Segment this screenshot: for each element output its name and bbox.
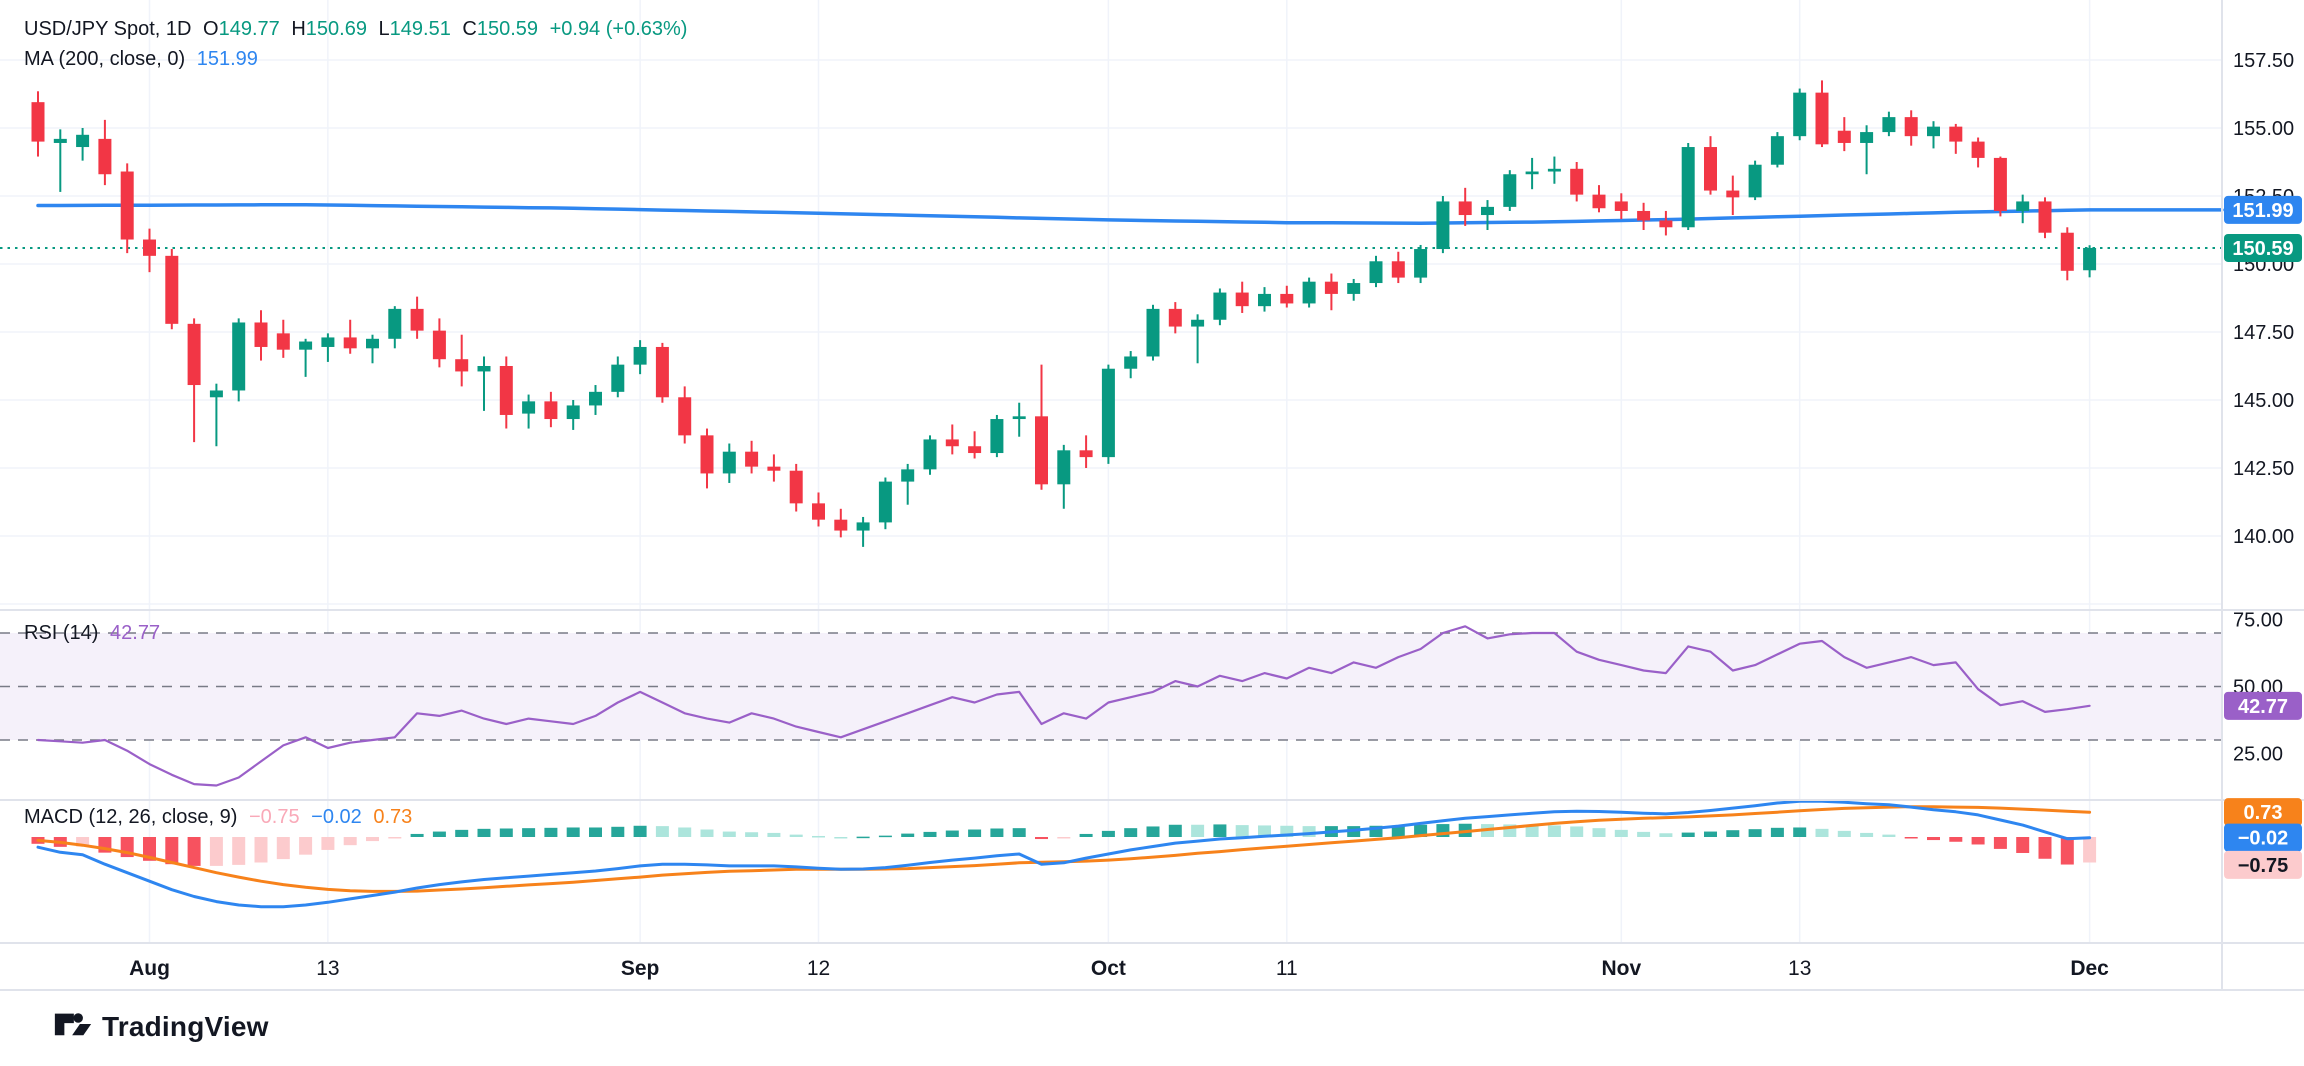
macd-legend-row[interactable]: MACD (12, 26, close, 9) −0.75 −0.02 0.73 (24, 806, 418, 829)
macd-line-value: −0.02 (311, 806, 362, 828)
tradingview-logo[interactable]: TradingView (54, 1006, 269, 1047)
svg-text:147.50: 147.50 (2233, 322, 2294, 344)
svg-text:Dec: Dec (2070, 957, 2109, 980)
svg-text:−0.02: −0.02 (2238, 828, 2289, 850)
price-axis[interactable] (2222, 0, 2304, 943)
tradingview-logo-icon (54, 1006, 92, 1047)
svg-text:25.00: 25.00 (2233, 743, 2283, 765)
symbol-title: USD/JPY Spot, 1D (24, 18, 192, 40)
symbol-legend-row[interactable]: USD/JPY Spot, 1D O149.77 H150.69 L149.51… (24, 18, 693, 41)
svg-text:42.77: 42.77 (2238, 696, 2288, 718)
macd-label: MACD (12, 26, close, 9) (24, 806, 238, 828)
svg-text:142.50: 142.50 (2233, 458, 2294, 480)
svg-text:140.00: 140.00 (2233, 526, 2294, 548)
macd-hist-value: −0.75 (248, 806, 300, 828)
rsi-value: 42.77 (110, 622, 161, 644)
svg-text:13: 13 (316, 957, 339, 980)
svg-text:Aug: Aug (129, 957, 170, 980)
close-label: C (462, 18, 477, 40)
svg-text:Nov: Nov (1601, 957, 1641, 980)
svg-text:12: 12 (807, 957, 830, 980)
svg-text:150.59: 150.59 (2232, 238, 2293, 260)
svg-text:Sep: Sep (621, 957, 660, 980)
time-axis[interactable] (0, 943, 2304, 990)
svg-text:Oct: Oct (1091, 957, 1126, 980)
change-value: +0.94 (+0.63%) (549, 18, 688, 40)
high-label: H (291, 18, 306, 40)
high-value: 150.69 (305, 18, 367, 40)
ma-legend-row[interactable]: MA (200, close, 0) 151.99 (24, 48, 264, 71)
svg-text:−0.75: −0.75 (2238, 855, 2289, 877)
svg-text:0.73: 0.73 (2244, 802, 2283, 824)
svg-text:151.99: 151.99 (2232, 200, 2293, 222)
svg-text:11: 11 (1276, 957, 1298, 980)
svg-text:145.00: 145.00 (2233, 390, 2294, 412)
svg-text:157.50: 157.50 (2233, 50, 2294, 72)
low-value: 149.51 (389, 18, 451, 40)
rsi-legend-row[interactable]: RSI (14) 42.77 (24, 622, 166, 645)
svg-text:13: 13 (1788, 957, 1811, 980)
ma-label: MA (200, close, 0) (24, 48, 186, 70)
open-value: 149.77 (218, 18, 280, 40)
low-label: L (378, 18, 390, 40)
svg-text:75.00: 75.00 (2233, 610, 2283, 632)
svg-text:155.00: 155.00 (2233, 118, 2294, 140)
close-value: 150.59 (476, 18, 539, 40)
ma-value: 151.99 (196, 48, 258, 70)
tradingview-logo-text: TradingView (102, 1010, 269, 1042)
rsi-label: RSI (14) (24, 622, 99, 644)
macd-signal-value: 0.73 (373, 806, 413, 828)
open-label: O (203, 18, 219, 40)
